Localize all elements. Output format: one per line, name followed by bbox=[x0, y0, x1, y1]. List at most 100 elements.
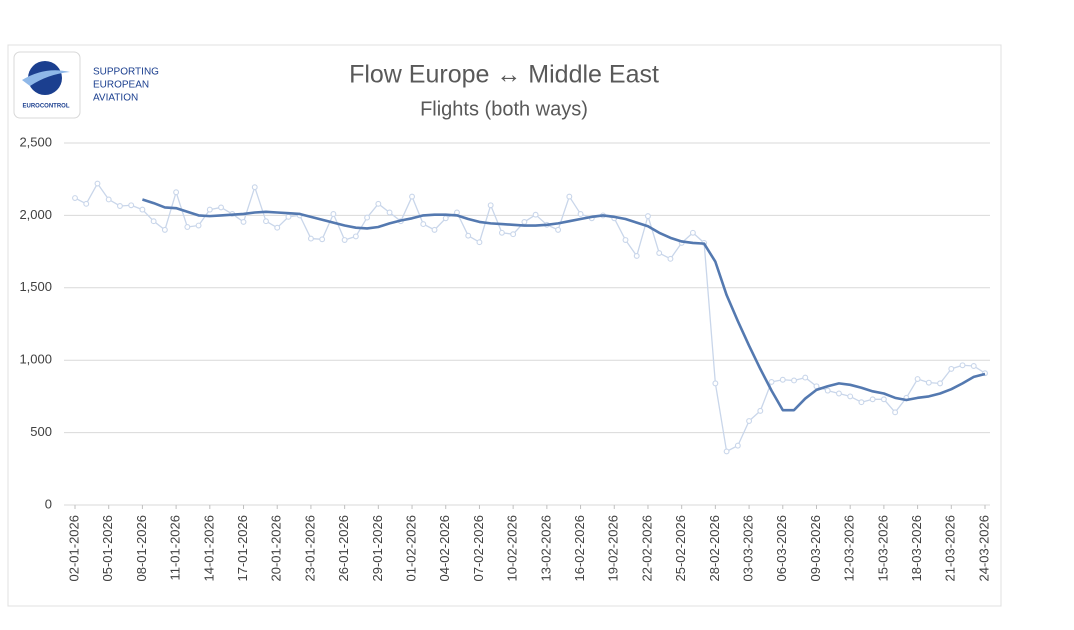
x-tick-label: 16-02-2026 bbox=[572, 515, 587, 582]
point bbox=[128, 202, 135, 209]
point bbox=[914, 376, 921, 382]
point bbox=[161, 226, 168, 233]
point bbox=[274, 224, 281, 231]
point bbox=[375, 200, 382, 207]
point bbox=[555, 226, 562, 233]
point bbox=[195, 222, 202, 229]
y-tick-label: 0 bbox=[45, 496, 52, 511]
point bbox=[285, 213, 292, 220]
x-tick-label: 13-02-2026 bbox=[538, 515, 553, 582]
x-tick-label: 21-03-2026 bbox=[943, 515, 958, 582]
point bbox=[757, 407, 764, 414]
point bbox=[577, 211, 584, 217]
point bbox=[487, 202, 494, 209]
point bbox=[263, 218, 269, 225]
point bbox=[858, 399, 865, 406]
point bbox=[970, 363, 977, 369]
point bbox=[712, 380, 719, 387]
point bbox=[948, 365, 955, 372]
point bbox=[813, 383, 820, 390]
point bbox=[409, 193, 415, 200]
x-tick-label: 24-03-2026 bbox=[976, 515, 991, 582]
point bbox=[622, 237, 629, 243]
point bbox=[510, 231, 517, 238]
x-tick-label: 14-01-2026 bbox=[201, 515, 216, 582]
x-tick-label: 12-03-2026 bbox=[842, 515, 857, 582]
point bbox=[768, 378, 775, 385]
chart-title: Flow Europe ↔ Middle East bbox=[349, 61, 659, 89]
y-tick-label: 500 bbox=[30, 424, 52, 439]
logo-tagline: AVIATION bbox=[93, 93, 138, 104]
point bbox=[173, 189, 180, 196]
point bbox=[802, 374, 809, 381]
x-tick-label: 11-01-2026 bbox=[168, 515, 183, 581]
y-tick-label: 1,500 bbox=[19, 279, 52, 294]
x-tick-label: 28-02-2026 bbox=[707, 515, 722, 582]
point bbox=[925, 379, 932, 386]
point bbox=[240, 218, 247, 225]
point bbox=[442, 215, 449, 222]
point bbox=[431, 226, 438, 233]
series-line bbox=[74, 182, 986, 453]
point bbox=[847, 393, 854, 400]
point bbox=[779, 376, 786, 383]
x-tick-label: 03-03-2026 bbox=[741, 515, 756, 582]
point bbox=[498, 229, 505, 236]
point bbox=[869, 396, 876, 403]
point bbox=[341, 237, 348, 243]
point bbox=[83, 200, 90, 207]
point bbox=[633, 252, 640, 259]
x-tick-label: 26-01-2026 bbox=[336, 515, 351, 582]
point bbox=[150, 218, 157, 225]
point bbox=[420, 221, 427, 228]
point bbox=[352, 233, 359, 240]
point bbox=[386, 209, 393, 216]
x-tick-label: 09-03-2026 bbox=[808, 515, 823, 582]
x-tick-label: 02-01-2026 bbox=[66, 515, 81, 582]
point bbox=[476, 239, 483, 246]
logo-tagline: EUROPEAN bbox=[93, 80, 149, 91]
x-tick-label: 17-01-2026 bbox=[235, 515, 250, 582]
y-tick-label: 2,000 bbox=[19, 207, 52, 222]
point bbox=[307, 235, 314, 242]
x-tick-label: 23-01-2026 bbox=[302, 515, 317, 582]
x-tick-label: 22-02-2026 bbox=[639, 515, 654, 582]
x-tick-label: 10-02-2026 bbox=[505, 515, 520, 582]
x-tick-label: 04-02-2026 bbox=[437, 515, 452, 582]
series-line bbox=[142, 198, 986, 412]
point bbox=[892, 409, 899, 416]
point bbox=[880, 396, 887, 403]
point bbox=[251, 184, 258, 191]
point bbox=[836, 390, 842, 397]
x-tick-label: 08-01-2026 bbox=[134, 515, 149, 582]
x-tick-label: 06-03-2026 bbox=[774, 515, 789, 582]
point bbox=[139, 206, 146, 213]
point bbox=[667, 255, 674, 262]
point bbox=[319, 236, 326, 243]
chart-frame bbox=[7, 44, 1002, 607]
point bbox=[105, 196, 112, 203]
x-tick-label: 25-02-2026 bbox=[673, 515, 688, 582]
point bbox=[656, 250, 663, 256]
point bbox=[824, 387, 831, 394]
logo-brand: EUROCONTROL bbox=[23, 104, 70, 110]
logo: EUROCONTROL SUPPORTING EUROPEAN AVIATION bbox=[13, 51, 159, 119]
x-tick-label: 29-01-2026 bbox=[370, 515, 385, 582]
point bbox=[364, 214, 371, 221]
point bbox=[959, 362, 966, 369]
chart-subtitle: Flights (both ways) bbox=[420, 98, 588, 120]
point bbox=[218, 204, 224, 211]
point bbox=[566, 193, 573, 200]
y-tick-label: 2,500 bbox=[19, 134, 52, 149]
x-tick-label: 15-03-2026 bbox=[875, 515, 890, 582]
point bbox=[184, 224, 191, 230]
point bbox=[723, 448, 730, 455]
x-tick-label: 19-02-2026 bbox=[606, 515, 621, 582]
logo-swoosh bbox=[22, 70, 70, 86]
point bbox=[746, 418, 753, 424]
y-tick-label: 1,000 bbox=[19, 352, 52, 367]
point bbox=[521, 218, 528, 225]
point bbox=[94, 180, 101, 187]
